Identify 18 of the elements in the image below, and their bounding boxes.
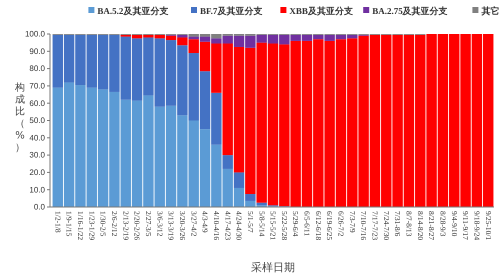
y-tick-label: 90.0 xyxy=(29,46,46,56)
x-axis-title: 采样日期 xyxy=(251,261,295,274)
y-tick-label: 0.0 xyxy=(34,202,46,212)
legend-label: BA.5.2及其亚分支 xyxy=(97,6,168,16)
y-tick-label: 100.0 xyxy=(24,30,46,39)
y-tick-label: 50.0 xyxy=(29,116,46,126)
y-tick-label: 30.0 xyxy=(29,150,46,160)
y-tick-label: 70.0 xyxy=(29,81,46,90)
legend-label: BA.2.75及其亚分支 xyxy=(372,6,448,16)
y-tick-label: 20.0 xyxy=(29,168,46,177)
y-tick-label: 80.0 xyxy=(29,64,46,74)
y-axis-title: 构成比（%） xyxy=(14,82,25,154)
legend-label: BF.7及其亚分支 xyxy=(200,6,262,16)
y-tick-label: 40.0 xyxy=(29,133,46,142)
y-tick-label: 60.0 xyxy=(29,98,46,108)
y-tick-label: 10.0 xyxy=(29,185,46,194)
legend-label: 其它 xyxy=(480,6,500,16)
legend-label: XBB及其亚分支 xyxy=(289,6,353,16)
